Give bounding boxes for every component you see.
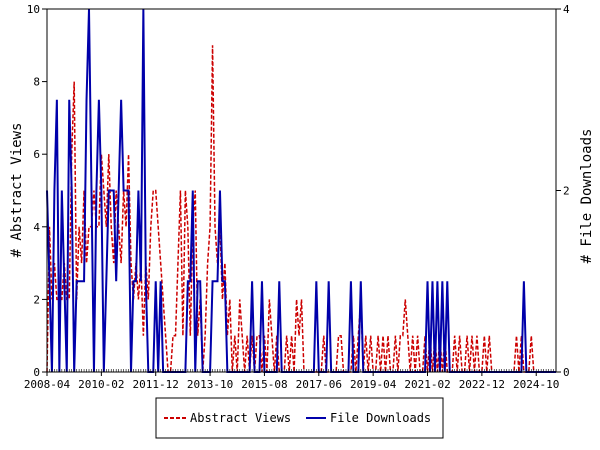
x-tick-label: 2015-08: [241, 378, 287, 391]
y2-tick-label: 4: [563, 3, 570, 16]
x-tick-label: 2017-06: [296, 378, 342, 391]
x-tick-label: 2019-04: [350, 378, 397, 391]
x-tick-label: 2010-02: [78, 378, 124, 391]
x-tick-label: 2021-02: [404, 378, 450, 391]
y-tick-label: 10: [27, 3, 40, 16]
x-tick-label: 2011-12: [133, 378, 179, 391]
y-tick-label: 8: [33, 76, 40, 89]
y-tick-label: 2: [33, 293, 40, 306]
y-tick-label: 0: [33, 366, 40, 379]
x-tick-label: 2013-10: [187, 378, 233, 391]
legend-box: [155, 397, 444, 439]
y2-axis-title: # File Downloads: [579, 129, 595, 264]
legend: Abstract Views File Downloads: [155, 397, 444, 439]
y2-tick-label: 0: [563, 366, 570, 379]
series-line-abstract-views: [46, 45, 556, 373]
axes: 0 2 4 6 8 10 0 2 4 2008-04 2010-02 2011-12 2013-10 20…: [24, 3, 570, 391]
y-axis-title: # Abstract Views: [9, 123, 25, 258]
x-tick-label: 2022-12: [459, 378, 505, 391]
x-tick-label: 2008-04: [24, 378, 71, 391]
plot-content: [46, 8, 556, 373]
y-tick-label: 6: [33, 148, 40, 161]
y2-tick-label: 2: [563, 185, 570, 198]
y-tick-label: 4: [33, 221, 40, 234]
legend-label-file-downloads: File Downloads: [330, 411, 431, 425]
x-tick-label: 2024-10: [513, 378, 559, 391]
legend-label-abstract-views: Abstract Views: [190, 411, 291, 425]
